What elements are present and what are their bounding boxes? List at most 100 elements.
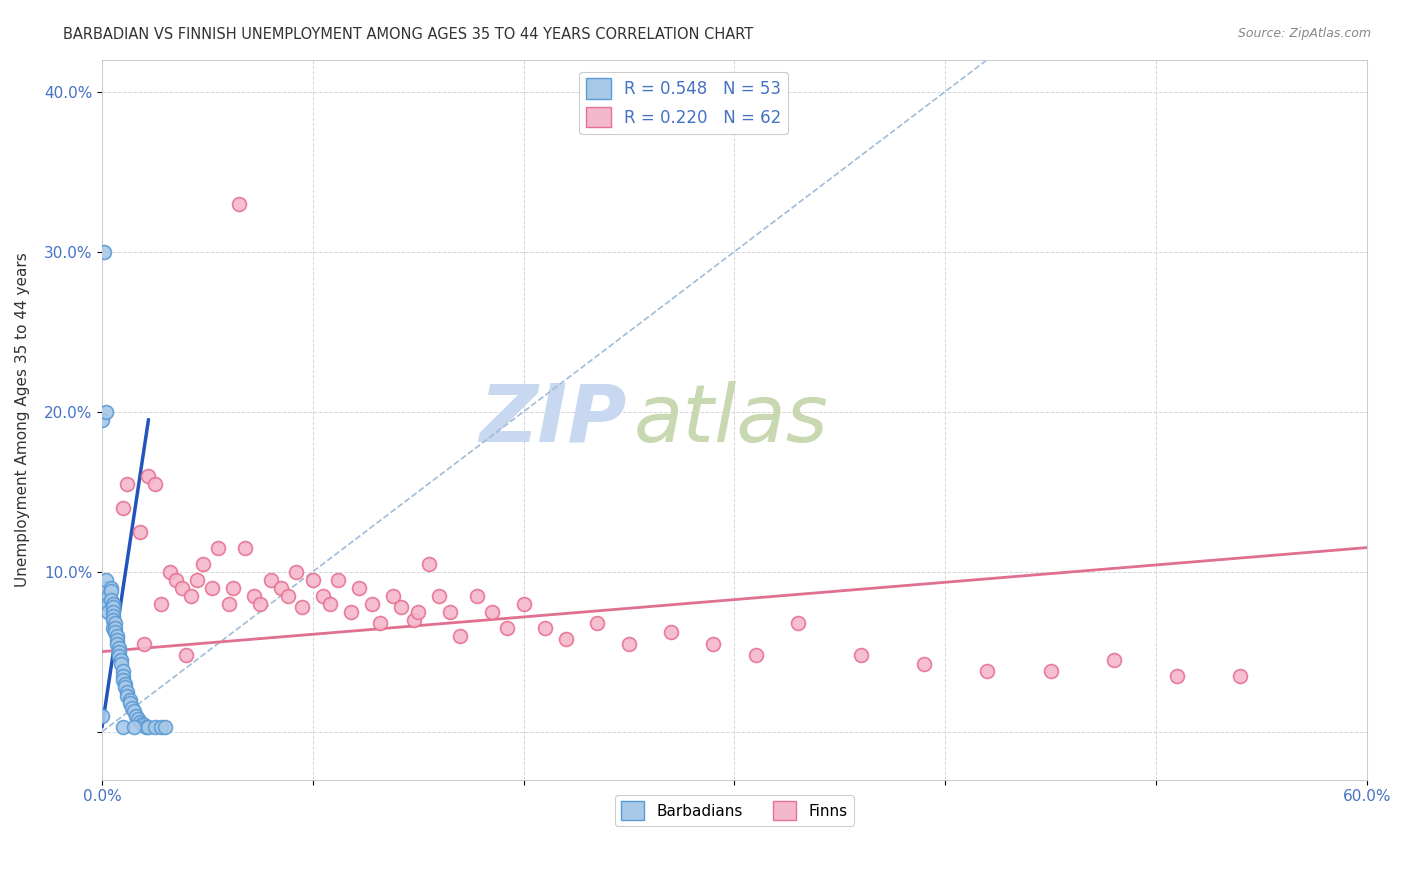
Point [93, 244, 115, 259]
Point [129, 524, 152, 539]
Point [222, 581, 245, 595]
Point [104, 615, 127, 630]
Point [108, 649, 131, 664]
Point [201, 581, 224, 595]
Point [108, 644, 131, 658]
Point [340, 605, 363, 619]
Text: Source: ZipAtlas.com: Source: ZipAtlas.com [1237, 27, 1371, 40]
Point [319, 597, 342, 611]
Point [270, 581, 292, 595]
Point [218, 597, 240, 611]
Point [328, 573, 350, 587]
Point [533, 621, 555, 635]
Point [744, 648, 766, 662]
Point [481, 605, 503, 619]
Point [134, 637, 156, 651]
Point [101, 609, 124, 624]
Point [912, 657, 935, 672]
Point [131, 716, 153, 731]
Point [302, 573, 325, 587]
Point [193, 557, 215, 571]
Point [449, 629, 471, 643]
Point [108, 641, 131, 656]
Point [100, 593, 122, 607]
Point [96, 573, 118, 587]
Point [849, 648, 872, 662]
Point [110, 657, 132, 672]
Point [125, 708, 148, 723]
Point [101, 605, 124, 619]
Point [112, 664, 135, 678]
Point [465, 589, 488, 603]
Point [118, 692, 141, 706]
Point [285, 565, 308, 579]
Point [586, 615, 609, 630]
Point [976, 664, 998, 678]
Point [361, 597, 384, 611]
Point [97, 605, 120, 619]
Point [112, 500, 135, 515]
Point [91, 708, 114, 723]
Point [143, 720, 166, 734]
Point [104, 625, 127, 640]
Point [176, 648, 198, 662]
Text: BARBADIAN VS FINNISH UNEMPLOYMENT AMONG AGES 35 TO 44 YEARS CORRELATION CHART: BARBADIAN VS FINNISH UNEMPLOYMENT AMONG … [63, 27, 754, 42]
Point [370, 615, 392, 630]
Point [402, 613, 425, 627]
Point [439, 605, 461, 619]
Point [349, 581, 371, 595]
Point [96, 404, 118, 418]
Point [138, 468, 160, 483]
Point [97, 597, 120, 611]
Point [105, 637, 128, 651]
Point [1229, 668, 1251, 682]
Point [143, 476, 166, 491]
Y-axis label: Unemployment Among Ages 35 to 44 years: Unemployment Among Ages 35 to 44 years [15, 252, 30, 587]
Point [786, 615, 808, 630]
Point [122, 720, 145, 734]
Point [96, 581, 118, 595]
Point [172, 581, 194, 595]
Point [243, 589, 266, 603]
Point [101, 613, 124, 627]
Point [91, 412, 114, 426]
Point [101, 599, 124, 614]
Point [260, 573, 283, 587]
Point [427, 589, 450, 603]
Point [138, 720, 160, 734]
Point [121, 700, 143, 714]
Point [117, 684, 139, 698]
Point [97, 589, 120, 603]
Point [127, 712, 149, 726]
Point [418, 557, 440, 571]
Point [495, 621, 517, 635]
Point [101, 597, 124, 611]
Point [617, 637, 640, 651]
Point [277, 589, 299, 603]
Point [118, 696, 141, 710]
Point [1039, 664, 1062, 678]
Point [135, 720, 157, 734]
Point [112, 668, 135, 682]
Point [134, 718, 156, 732]
Point [186, 573, 208, 587]
Point [291, 599, 314, 614]
Point [100, 581, 122, 595]
Point [389, 599, 412, 614]
Point [117, 476, 139, 491]
Point [180, 589, 202, 603]
Point [249, 597, 271, 611]
Point [659, 625, 682, 640]
Point [702, 637, 724, 651]
Point [165, 573, 187, 587]
Point [104, 621, 127, 635]
Point [235, 541, 257, 555]
Point [159, 565, 181, 579]
Point [312, 589, 335, 603]
Point [406, 605, 429, 619]
Point [101, 621, 124, 635]
Point [100, 583, 122, 598]
Point [150, 720, 173, 734]
Legend: Barbadians, Finns: Barbadians, Finns [616, 795, 853, 826]
Point [228, 196, 250, 211]
